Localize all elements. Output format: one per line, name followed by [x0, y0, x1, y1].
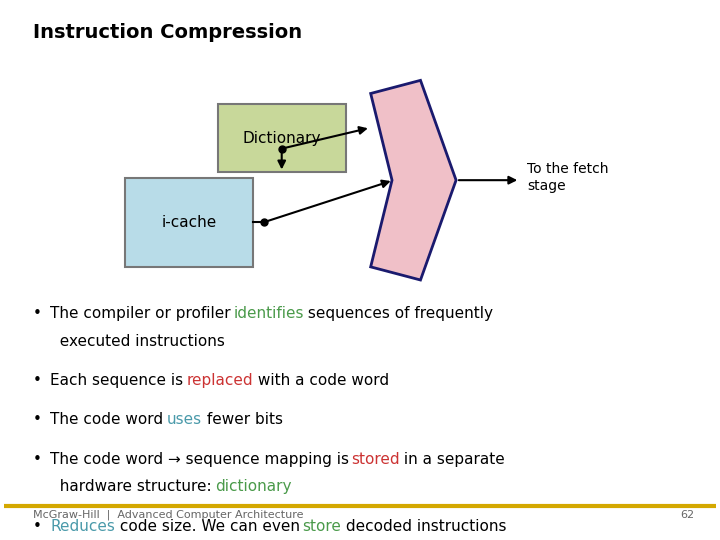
Text: •: •: [32, 452, 42, 467]
Text: decoded instructions: decoded instructions: [341, 518, 506, 534]
Text: hardware structure:: hardware structure:: [50, 479, 217, 494]
Text: The code word → sequence mapping is: The code word → sequence mapping is: [50, 452, 354, 467]
Polygon shape: [371, 80, 456, 280]
Text: dictionary: dictionary: [215, 479, 292, 494]
Text: executed instructions: executed instructions: [50, 334, 225, 349]
Text: in a separate: in a separate: [399, 452, 505, 467]
Text: fewer bits: fewer bits: [202, 413, 283, 427]
Text: •: •: [32, 413, 42, 427]
Text: sequences of frequently: sequences of frequently: [303, 306, 493, 321]
Text: 62: 62: [680, 510, 695, 519]
Text: Each sequence is: Each sequence is: [50, 373, 189, 388]
Text: stored: stored: [351, 452, 400, 467]
Text: McGraw-Hill  |  Advanced Computer Architecture: McGraw-Hill | Advanced Computer Architec…: [32, 510, 303, 520]
Text: •: •: [32, 518, 42, 534]
Text: replaced: replaced: [186, 373, 253, 388]
Text: with a code word: with a code word: [253, 373, 389, 388]
Text: The code word: The code word: [50, 413, 168, 427]
Text: uses: uses: [167, 413, 202, 427]
Text: •: •: [32, 373, 42, 388]
FancyBboxPatch shape: [125, 178, 253, 267]
Text: •: •: [32, 306, 42, 321]
FancyBboxPatch shape: [217, 104, 346, 172]
Text: store: store: [302, 518, 341, 534]
Text: Reduces: Reduces: [50, 518, 115, 534]
Text: identifies: identifies: [234, 306, 305, 321]
Text: The compiler or profiler: The compiler or profiler: [50, 306, 236, 321]
Text: To the fetch
stage: To the fetch stage: [527, 163, 608, 193]
Text: Dictionary: Dictionary: [243, 131, 321, 146]
Text: i-cache: i-cache: [161, 215, 217, 230]
Text: Instruction Compression: Instruction Compression: [32, 23, 302, 42]
Text: code size. We can even: code size. We can even: [114, 518, 305, 534]
